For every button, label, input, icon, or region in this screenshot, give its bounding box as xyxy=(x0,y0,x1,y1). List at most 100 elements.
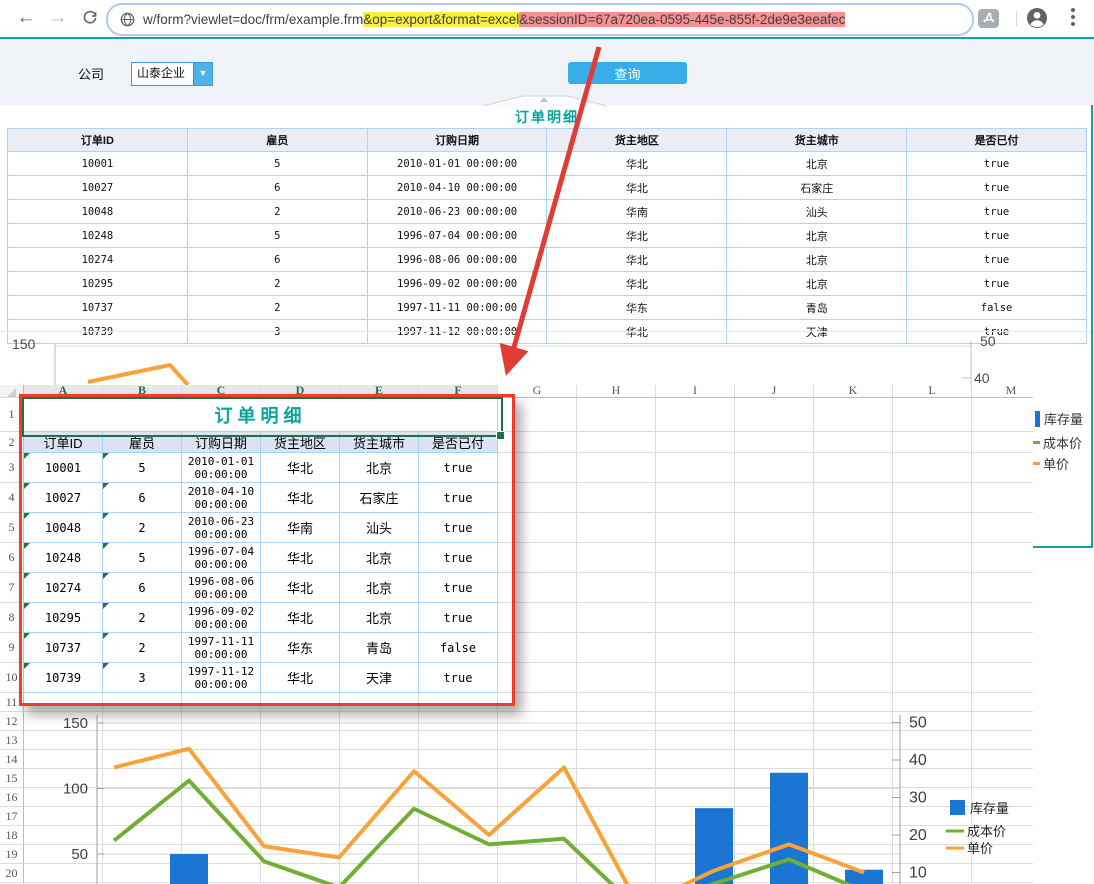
excel-row-header-13[interactable]: 13 xyxy=(0,731,24,750)
excel-cell[interactable] xyxy=(498,769,577,788)
excel-cell[interactable] xyxy=(735,693,814,712)
excel-cell[interactable] xyxy=(814,769,893,788)
forward-icon[interactable]: → xyxy=(48,7,68,28)
excel-cell[interactable] xyxy=(893,864,972,883)
excel-cell[interactable] xyxy=(972,788,1033,807)
excel-cell[interactable] xyxy=(735,633,814,663)
excel-cell[interactable] xyxy=(972,693,1033,712)
excel-cell[interactable] xyxy=(24,845,103,864)
excel-cell[interactable] xyxy=(182,845,261,864)
excel-cell[interactable] xyxy=(261,712,340,731)
excel-cell[interactable] xyxy=(814,453,893,483)
excel-cell[interactable] xyxy=(419,693,498,712)
excel-column-header-I[interactable]: I xyxy=(656,385,735,398)
excel-cell[interactable] xyxy=(814,663,893,693)
excel-cell[interactable] xyxy=(24,769,103,788)
excel-cell[interactable] xyxy=(814,845,893,864)
excel-cell[interactable]: 华北 xyxy=(261,663,340,693)
excel-cell[interactable]: 石家庄 xyxy=(340,483,419,513)
excel-cell[interactable] xyxy=(814,788,893,807)
excel-cell[interactable]: 10248 xyxy=(24,543,103,573)
excel-cell[interactable] xyxy=(893,603,972,633)
excel-cell[interactable] xyxy=(735,513,814,543)
excel-cell[interactable] xyxy=(577,807,656,826)
excel-cell[interactable] xyxy=(893,573,972,603)
excel-cell[interactable]: 5 xyxy=(103,453,182,483)
excel-cell[interactable] xyxy=(103,750,182,769)
excel-cell[interactable]: 1996-07-04 00:00:00 xyxy=(182,543,261,573)
excel-cell[interactable] xyxy=(340,731,419,750)
excel-cell[interactable] xyxy=(893,513,972,543)
excel-cell[interactable]: 1997-11-12 00:00:00 xyxy=(182,663,261,693)
excel-cell[interactable] xyxy=(419,826,498,845)
excel-cell[interactable] xyxy=(419,788,498,807)
excel-cell[interactable] xyxy=(498,807,577,826)
chevron-down-icon[interactable]: ▼ xyxy=(193,63,212,85)
excel-cell[interactable] xyxy=(24,826,103,845)
excel-cell[interactable]: 北京 xyxy=(340,573,419,603)
excel-cell[interactable] xyxy=(182,769,261,788)
excel-cell[interactable] xyxy=(577,769,656,788)
excel-cell[interactable] xyxy=(498,788,577,807)
excel-cell[interactable]: 2010-04-10 00:00:00 xyxy=(182,483,261,513)
excel-cell[interactable] xyxy=(577,750,656,769)
excel-row-header-12[interactable]: 12 xyxy=(0,712,24,731)
excel-cell[interactable] xyxy=(103,769,182,788)
excel-cell[interactable] xyxy=(656,453,735,483)
excel-cell[interactable]: true xyxy=(419,513,498,543)
excel-cell[interactable] xyxy=(577,453,656,483)
excel-cell[interactable] xyxy=(893,663,972,693)
excel-cell[interactable] xyxy=(577,603,656,633)
excel-cell[interactable] xyxy=(972,731,1033,750)
excel-cell[interactable] xyxy=(735,750,814,769)
excel-cell[interactable]: 10048 xyxy=(24,513,103,543)
excel-cell[interactable] xyxy=(498,483,577,513)
excel-cell[interactable] xyxy=(340,712,419,731)
excel-cell[interactable] xyxy=(656,864,735,883)
excel-cell[interactable] xyxy=(656,483,735,513)
excel-cell[interactable] xyxy=(656,432,735,453)
excel-cell[interactable] xyxy=(498,663,577,693)
excel-cell[interactable]: 10274 xyxy=(24,573,103,603)
excel-row-header-15[interactable]: 15 xyxy=(0,769,24,788)
excel-cell[interactable]: true xyxy=(419,573,498,603)
excel-cell[interactable] xyxy=(814,573,893,603)
excel-cell[interactable] xyxy=(261,788,340,807)
excel-cell[interactable]: 华北 xyxy=(261,453,340,483)
excel-cell[interactable] xyxy=(577,483,656,513)
excel-cell[interactable] xyxy=(24,807,103,826)
excel-cell[interactable] xyxy=(103,826,182,845)
excel-cell[interactable] xyxy=(419,845,498,864)
excel-cell[interactable] xyxy=(24,693,103,712)
excel-cell[interactable] xyxy=(893,693,972,712)
excel-cell[interactable]: false xyxy=(419,633,498,663)
excel-cell[interactable] xyxy=(577,693,656,712)
excel-cell[interactable]: true xyxy=(419,453,498,483)
excel-cell[interactable] xyxy=(735,712,814,731)
excel-cell[interactable] xyxy=(577,826,656,845)
excel-cell[interactable] xyxy=(419,712,498,731)
excel-cell[interactable] xyxy=(182,788,261,807)
excel-cell[interactable] xyxy=(972,573,1033,603)
excel-cell[interactable]: 华北 xyxy=(261,543,340,573)
back-icon[interactable]: ← xyxy=(16,7,36,28)
excel-cell[interactable] xyxy=(656,633,735,663)
excel-cell[interactable] xyxy=(261,693,340,712)
excel-row-header-14[interactable]: 14 xyxy=(0,750,24,769)
excel-row-header-2[interactable]: 2 xyxy=(0,432,24,453)
excel-cell[interactable] xyxy=(656,750,735,769)
excel-cell[interactable] xyxy=(814,398,893,432)
excel-cell[interactable] xyxy=(656,398,735,432)
excel-cell[interactable] xyxy=(419,731,498,750)
excel-cell[interactable] xyxy=(182,807,261,826)
excel-column-header-H[interactable]: H xyxy=(577,385,656,398)
excel-cell[interactable] xyxy=(735,483,814,513)
excel-cell[interactable] xyxy=(577,864,656,883)
excel-cell[interactable]: 2 xyxy=(103,513,182,543)
excel-cell[interactable]: 天津 xyxy=(340,663,419,693)
excel-cell[interactable]: 5 xyxy=(103,543,182,573)
excel-cell[interactable] xyxy=(498,543,577,573)
excel-cell[interactable] xyxy=(656,788,735,807)
excel-fill-handle[interactable] xyxy=(496,431,505,440)
profile-avatar[interactable] xyxy=(1026,7,1048,29)
